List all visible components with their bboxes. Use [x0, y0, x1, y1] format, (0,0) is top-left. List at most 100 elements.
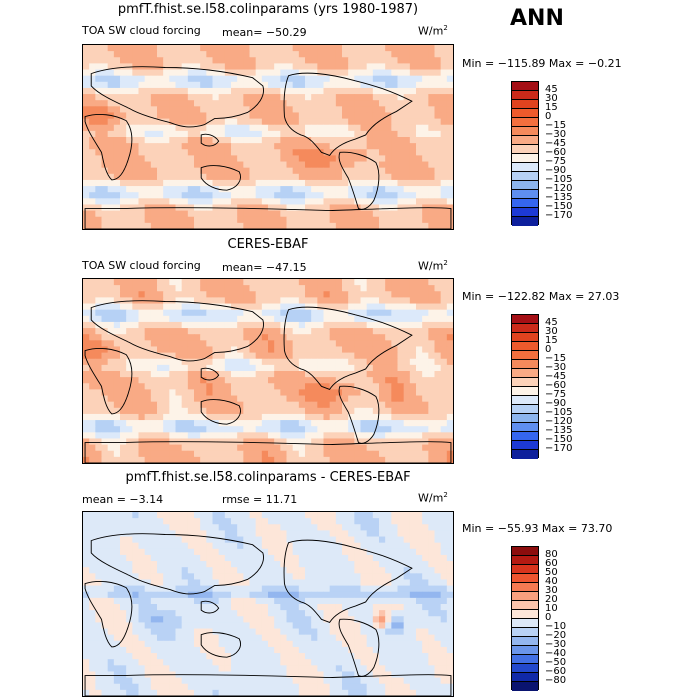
field-cell [187, 573, 195, 580]
field-cell [280, 622, 287, 629]
field-cell [440, 628, 448, 636]
field-cell [366, 407, 374, 415]
field-cell [169, 597, 176, 605]
field-cell [200, 321, 207, 329]
field-cell [138, 346, 146, 354]
field-cell [397, 204, 405, 212]
field-cell [397, 51, 405, 58]
field-cell [391, 94, 398, 101]
field-cell [311, 216, 318, 224]
field-cell [286, 573, 294, 580]
field-cell [446, 512, 453, 519]
field-cell [434, 456, 442, 463]
field-cell [181, 340, 189, 347]
field-cell [342, 512, 349, 519]
field-cell [274, 87, 281, 95]
field-cell [101, 420, 109, 427]
field-cell [391, 106, 398, 113]
field-cell [132, 634, 139, 642]
field-cell [335, 112, 343, 120]
field-cell [95, 456, 102, 463]
field-cell [286, 57, 294, 64]
field-cell [342, 554, 349, 562]
field-cell [243, 222, 250, 229]
field-cell [446, 315, 453, 323]
field-cell [187, 51, 195, 58]
field-cell [224, 87, 232, 95]
field-cell [163, 51, 170, 58]
colorbar-swatch [512, 432, 538, 441]
field-cell [409, 567, 417, 574]
field-cell [317, 622, 324, 629]
field-cell [231, 346, 238, 354]
field-cell [107, 315, 115, 323]
field-cell [335, 334, 343, 341]
field-cell [305, 561, 312, 568]
field-cell [243, 377, 250, 384]
field-cell [194, 334, 201, 341]
field-cell [305, 628, 312, 636]
field-cell [317, 143, 324, 150]
field-cell [366, 420, 374, 427]
field-cell [428, 389, 435, 396]
field-cell [354, 512, 361, 519]
field-cell [416, 279, 423, 286]
field-cell [255, 610, 263, 617]
field-cell [126, 585, 133, 593]
field-cell [138, 137, 146, 144]
field-cell [403, 87, 411, 95]
field-cell [218, 297, 226, 304]
field-cell [403, 616, 411, 623]
field-cell [181, 377, 189, 384]
field-cell [305, 309, 312, 317]
field-cell [317, 364, 324, 372]
field-cell [379, 118, 386, 126]
field-cell [385, 303, 392, 311]
field-cell [101, 94, 109, 101]
field-cell [428, 358, 435, 366]
field-cell [329, 567, 337, 574]
field-cell [157, 291, 164, 298]
field-cell [428, 524, 435, 531]
field-cell [89, 179, 96, 187]
field-cell [120, 321, 127, 329]
field-cell [348, 309, 355, 317]
field-cell [440, 51, 448, 58]
field-cell [422, 291, 429, 298]
field-cell [286, 112, 294, 120]
field-cell [354, 210, 361, 218]
field-cell [224, 524, 232, 531]
field-cell [305, 118, 312, 126]
field-cell [113, 118, 121, 126]
field-cell [95, 57, 102, 64]
field-cell [354, 179, 361, 187]
field-cell [169, 512, 176, 519]
field-cell [348, 377, 355, 384]
field-cell [280, 321, 287, 329]
field-cell [261, 143, 269, 150]
field-cell [372, 591, 380, 599]
field-cell [280, 297, 287, 304]
field-cell [126, 222, 133, 229]
field-cell [175, 81, 183, 89]
field-cell [397, 279, 405, 286]
field-cell [403, 321, 411, 329]
field-cell [286, 87, 294, 95]
field-cell [305, 334, 312, 341]
field-cell [268, 640, 275, 648]
field-cell [212, 536, 220, 544]
field-cell [298, 597, 306, 605]
field-cell [237, 112, 244, 120]
field-cell [342, 167, 349, 175]
field-cell [360, 377, 368, 384]
field-cell [323, 210, 331, 218]
field-cell [311, 340, 318, 347]
field-cell [440, 192, 448, 199]
field-cell [311, 328, 318, 335]
field-cell [274, 579, 281, 587]
field-cell [446, 450, 453, 458]
field-cell [342, 285, 349, 292]
field-cell [132, 192, 139, 199]
field-cell [175, 143, 183, 150]
field-cell [274, 124, 281, 132]
